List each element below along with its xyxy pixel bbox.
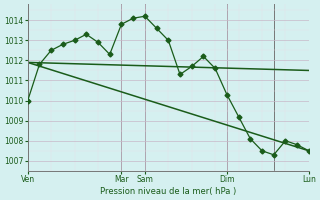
X-axis label: Pression niveau de la mer( hPa ): Pression niveau de la mer( hPa ): [100, 187, 236, 196]
